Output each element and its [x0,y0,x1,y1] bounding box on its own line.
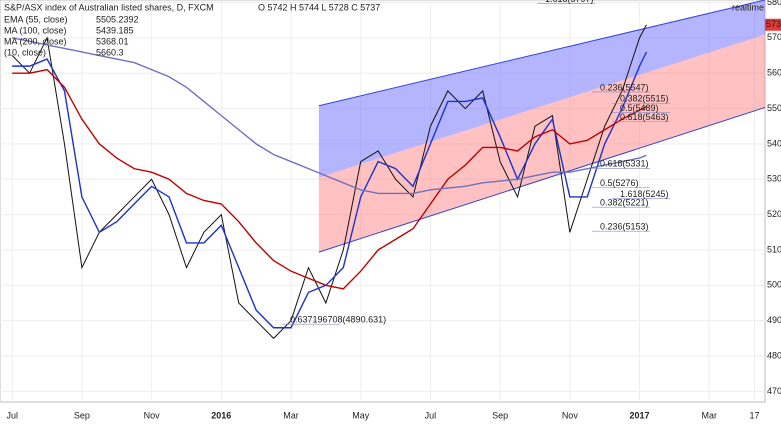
fib-label: 0.236(5153) [600,222,649,232]
x-tick-label: Mar [283,410,299,420]
legend-label: MA (100, close) [4,25,67,35]
y-tick-label: 5100 [767,244,781,254]
y-tick-label: 5700 [767,32,781,42]
chart-title: S&P/ASX index of Australian listed share… [4,2,214,12]
channel-band [318,0,765,178]
fib-label: 0.5(5489) [620,103,659,113]
legend-value: 5439.185 [96,25,134,35]
x-tick-label: Mar [701,410,717,420]
fib-label: 0.637196708(4890.631) [290,315,386,325]
y-tick-label: 4900 [767,315,781,325]
x-tick-label: 2017 [630,410,650,420]
x-tick-label: Jul [6,410,18,420]
channel-line [318,0,765,107]
y-tick-label: 5500 [767,103,781,113]
y-tick-label: 5600 [767,68,781,78]
x-tick-label: 2016 [211,410,231,420]
series-line [12,68,647,290]
y-tick-label: 4800 [767,350,781,360]
x-tick-label: Jul [425,410,437,420]
x-tick-label: 17 [750,410,760,420]
fib-label: 0.618(5463) [620,112,669,122]
legend-value: 5368.01 [96,36,129,46]
fib-label: 0.236(5547) [600,82,649,92]
y-tick-label: 5000 [767,280,781,290]
y-tick-label: 5300 [767,174,781,184]
channel-line [318,107,765,253]
fib-label: 1.618(5245) [620,189,669,199]
fib-label: 0.5(5276) [600,178,639,188]
x-tick-label: Nov [562,410,579,420]
x-tick-label: Sep [492,410,508,420]
legend-value: 5660.3 [96,47,124,57]
series-line [12,37,647,195]
x-tick-label: Sep [74,410,90,420]
ohlc: O 5742 H 5744 L 5728 C 5737 [258,2,380,12]
series-line [12,51,648,329]
y-tick-label: 4700 [767,386,781,396]
channel-band [318,34,765,253]
fib-label: 0.618(5331) [600,159,649,169]
legend-label: (10, close) [4,47,46,57]
legend-label: EMA (55, close) [4,14,68,24]
fib-label: 0.382(5221) [600,198,649,208]
plot-area [0,0,766,403]
y-tick-label: 5400 [767,138,781,148]
y-tick-label: 5200 [767,209,781,219]
fib-label: 0.382(5515) [620,94,669,104]
y-tick-label: 5800 [767,0,781,7]
fib-label: 1.618(5797) [545,0,594,4]
price-tag [765,18,781,31]
realtime: realtime [732,2,764,12]
x-tick-label: Nov [144,410,161,420]
price-tag-label: 5737 [766,19,781,29]
x-tick-label: May [352,410,370,420]
legend-value: 5505.2392 [96,14,139,24]
legend-label: MA (200, close) [4,36,67,46]
